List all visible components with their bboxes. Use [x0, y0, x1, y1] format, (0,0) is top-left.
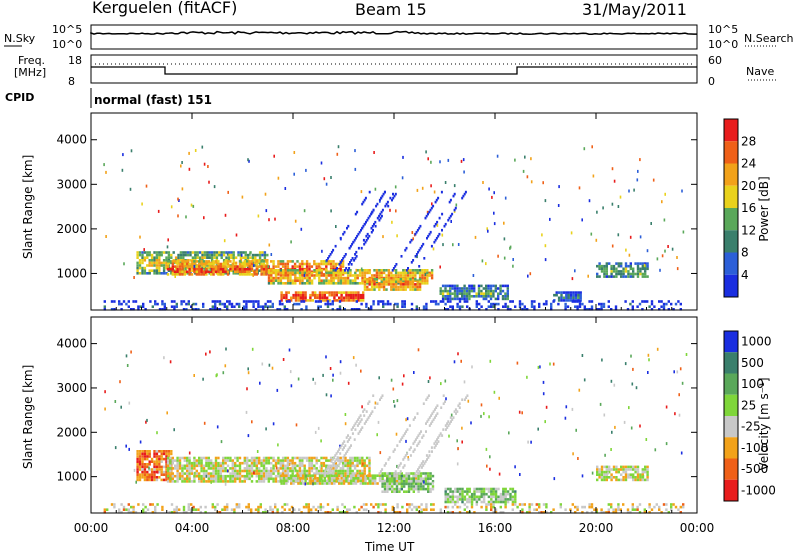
xlabel: Time UT: [365, 540, 415, 554]
colorbar-tick-label: 100: [741, 377, 764, 391]
beam-title: Beam 15: [355, 0, 427, 19]
colorbar-tick-label: 28: [741, 134, 756, 148]
colorbar-tick-label: -500: [741, 462, 768, 476]
x-tick-label: 20:00: [579, 521, 614, 535]
colorbar-tick-label: 20: [741, 179, 756, 193]
colorbar-swatch: [724, 185, 738, 208]
y-tick-label: 1000: [56, 266, 87, 280]
nsearch-label: N.Search: [744, 32, 794, 45]
power-panel: [90, 112, 698, 311]
colorbar-swatch: [724, 252, 738, 275]
colorbar-swatch: [724, 119, 738, 142]
nsky-tick-high: 10^5: [52, 23, 83, 36]
y-tick-label: 2000: [56, 222, 87, 236]
velocity-panel: [90, 316, 698, 514]
freq-panel: [90, 54, 778, 84]
power-colorbar-label: Power [dB]: [757, 176, 771, 242]
date-title: 31/May/2011: [582, 0, 687, 19]
nsky-label: N.Sky: [4, 32, 36, 45]
nsearch-tick-low: 10^0: [708, 38, 739, 51]
colorbar-swatch: [724, 416, 738, 438]
y-tick-label: 3000: [56, 381, 87, 395]
freq-unit-label: [MHz]: [14, 66, 47, 79]
colorbar-tick-label: 24: [741, 157, 756, 171]
x-tick-label: 16:00: [478, 521, 513, 535]
freq-label: Freq.: [18, 54, 46, 67]
colorbar-tick-label: 1000: [741, 335, 772, 349]
velocity-colorbar-label: Velocity [m s⁻¹]: [757, 377, 771, 471]
y-tick-label: 2000: [56, 425, 87, 439]
colorbar-tick-label: 4: [741, 268, 749, 282]
colorbar-swatch: [724, 373, 738, 395]
cpid-label: CPID: [5, 91, 35, 104]
y-tick-label: 4000: [56, 337, 87, 351]
nave-tick-high: 60: [708, 54, 722, 67]
nsky-panel: [4, 24, 778, 50]
colorbar-swatch: [724, 331, 738, 353]
colorbar-swatch: [724, 230, 738, 253]
colorbar-swatch: [724, 458, 738, 480]
colorbar-swatch: [724, 394, 738, 416]
x-tick-label: 00:00: [680, 521, 715, 535]
nave-label: Nave: [746, 65, 775, 78]
y-tick-label: 1000: [56, 470, 87, 484]
velocity-ylabel: Slant Range [km]: [21, 364, 35, 469]
colorbar-tick-label: 12: [741, 223, 756, 237]
y-tick-label: 3000: [56, 177, 87, 191]
freq-tick-high: 18: [68, 54, 82, 67]
x-tick-label: 12:00: [377, 521, 412, 535]
cpid-value: normal (fast) 151: [94, 93, 212, 107]
x-tick-label: 08:00: [276, 521, 311, 535]
colorbar-tick-label: 25: [741, 398, 756, 412]
nsky-trace: [90, 30, 697, 35]
colorbar-swatch: [724, 479, 738, 501]
x-tick-label: 04:00: [175, 521, 210, 535]
x-tick-label: 00:00: [74, 521, 109, 535]
colorbar-tick-label: -100: [741, 441, 768, 455]
colorbar-swatch: [724, 208, 738, 231]
colorbar-tick-label: 8: [741, 246, 749, 260]
colorbar-swatch: [724, 437, 738, 459]
colorbar-swatch: [724, 163, 738, 186]
colorbar-tick-label: -25: [741, 420, 761, 434]
nsky-tick-low: 10^0: [52, 38, 83, 51]
power-ylabel: Slant Range [km]: [21, 154, 35, 259]
colorbar-tick-label: 500: [741, 356, 764, 370]
y-tick-label: 4000: [56, 133, 87, 147]
colorbar-tick-label: -1000: [741, 483, 776, 497]
nsearch-tick-high: 10^5: [708, 23, 739, 36]
nave-tick-low: 0: [708, 75, 715, 88]
freq-trace: [91, 66, 697, 75]
colorbar-swatch: [724, 352, 738, 374]
freq-tick-low: 8: [68, 75, 75, 88]
colorbar-swatch: [724, 274, 738, 297]
colorbar-swatch: [724, 141, 738, 164]
colorbar-tick-label: 16: [741, 201, 756, 215]
station-title: Kerguelen (fitACF): [92, 0, 238, 17]
